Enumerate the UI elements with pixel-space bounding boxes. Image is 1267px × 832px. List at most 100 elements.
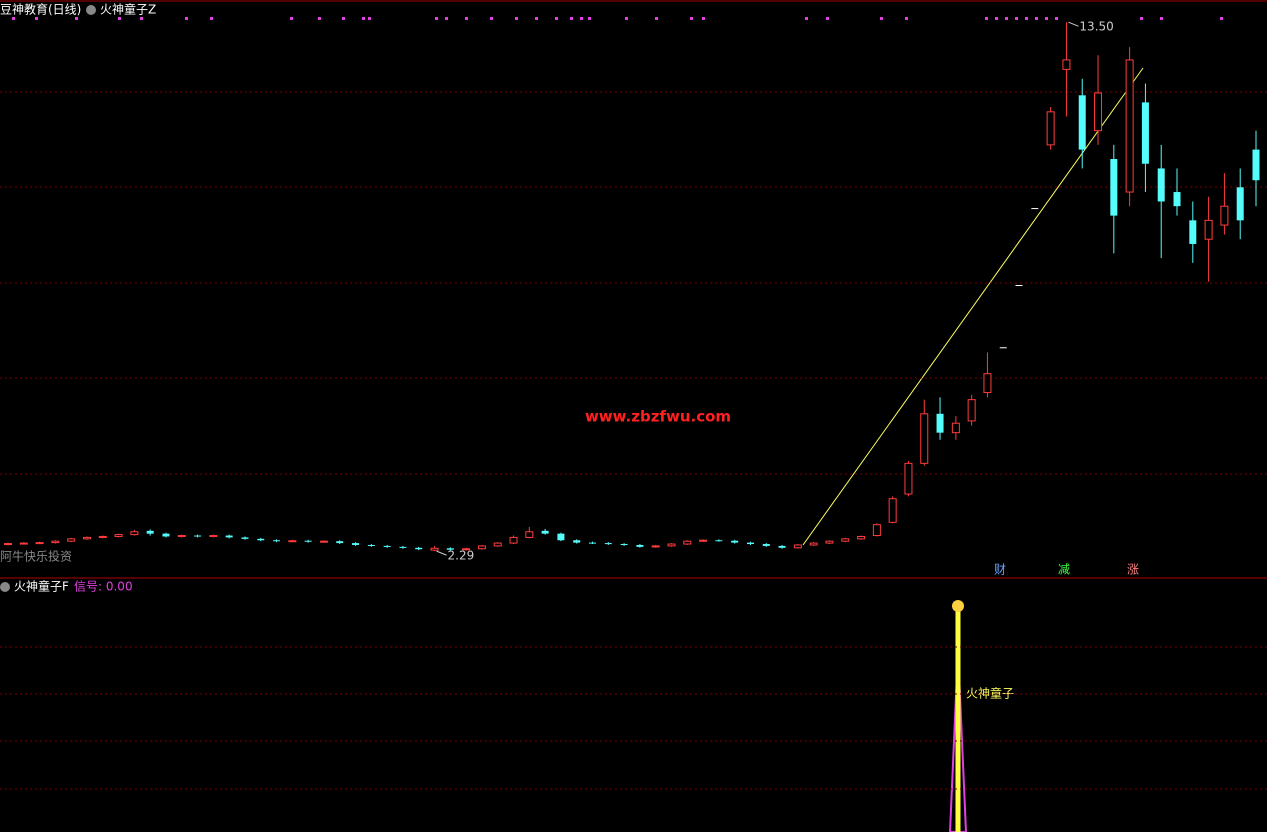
signal-dot <box>588 17 591 20</box>
candle-body <box>762 544 770 546</box>
candle-body <box>1236 187 1244 221</box>
signal-dot <box>995 17 998 20</box>
candle-body <box>462 548 471 551</box>
candle-body <box>19 542 28 545</box>
candle-body <box>1220 205 1229 226</box>
signal-text: 信号: 0.00 <box>74 580 133 594</box>
candle-body <box>872 524 881 537</box>
signal-dot <box>1005 17 1008 20</box>
candle-body <box>1031 208 1039 210</box>
signal-dot <box>435 17 438 20</box>
candle-body <box>1046 111 1055 146</box>
signal-dot <box>535 17 538 20</box>
signal-dot <box>290 17 293 20</box>
signal-dot <box>318 17 321 20</box>
candle-body <box>967 399 976 422</box>
candle-body <box>636 544 644 547</box>
signal-dot <box>1045 17 1048 20</box>
candle-body <box>731 540 739 543</box>
signal-dot <box>805 17 808 20</box>
candle-body <box>225 535 233 538</box>
candle-body <box>209 535 218 538</box>
candle-body <box>82 536 91 540</box>
candle-body <box>257 538 265 541</box>
candle-body <box>573 540 581 543</box>
signal-dot <box>880 17 883 20</box>
candle-body <box>493 542 502 547</box>
candle-body <box>1173 192 1181 207</box>
signal-dot <box>1140 17 1143 20</box>
candle-body <box>825 540 834 544</box>
candle-body <box>162 533 170 537</box>
signal-dot <box>826 17 829 20</box>
candle-body <box>951 422 960 434</box>
signal-dot <box>515 17 518 20</box>
candle-body <box>51 540 60 544</box>
signal-dot <box>445 17 448 20</box>
candle-body <box>1094 92 1103 132</box>
indicator-name: 火神童子Z <box>100 2 156 17</box>
candle-body <box>746 542 754 545</box>
candle-body <box>194 535 202 537</box>
signal-dot <box>655 17 658 20</box>
candle-body <box>430 547 439 551</box>
signal-dot <box>185 17 188 20</box>
candle-body <box>130 531 139 536</box>
signal-dot <box>985 17 988 20</box>
indicator-icon <box>0 582 10 592</box>
min-pointer <box>436 550 447 556</box>
signal-dot <box>1055 17 1058 20</box>
signal-coin <box>952 600 964 612</box>
candle-body <box>1189 220 1197 244</box>
signal-dot <box>12 17 15 20</box>
candle-body <box>273 540 281 542</box>
candle-body <box>904 462 913 495</box>
source-note: 阿牛快乐投资 <box>0 549 72 564</box>
candle-body <box>999 347 1007 349</box>
candle-body <box>67 538 76 542</box>
candle-body <box>241 537 249 539</box>
candle-body <box>620 544 628 546</box>
candle-body <box>352 543 360 545</box>
signal-dot <box>35 17 38 20</box>
candle-body <box>1157 168 1165 202</box>
candle-body <box>477 545 486 550</box>
candle-body <box>589 542 597 544</box>
candle-body <box>446 548 454 550</box>
candle-body <box>114 534 123 537</box>
candle-body <box>983 373 992 394</box>
indicator-name: 火神童子F <box>14 579 69 594</box>
signal-dot <box>690 17 693 20</box>
candle-body <box>1204 219 1213 240</box>
candle-body <box>288 540 297 543</box>
signal-dot <box>1015 17 1018 20</box>
candle-body <box>667 543 676 547</box>
candle-body <box>936 413 944 433</box>
candle-body <box>1015 284 1023 286</box>
signal-dot <box>342 17 345 20</box>
candle-body <box>367 544 375 546</box>
signal-dot <box>555 17 558 20</box>
max-pointer <box>1068 21 1079 27</box>
signal-dot <box>1025 17 1028 20</box>
watermark: www.zbzfwu.com <box>585 408 731 426</box>
signal-dot <box>490 17 493 20</box>
candle-body <box>1062 59 1071 70</box>
candle-body <box>98 535 107 538</box>
candle-body <box>541 530 549 534</box>
candle-body <box>177 535 186 538</box>
candle-body <box>1125 59 1134 193</box>
candle-body <box>557 533 565 541</box>
signal-dot <box>1220 17 1223 20</box>
candle-body <box>793 544 802 549</box>
candle-body <box>1252 149 1260 181</box>
signal-dot <box>570 17 573 20</box>
candle-body <box>35 542 44 545</box>
candle-body <box>920 413 929 464</box>
candle-body <box>319 540 328 543</box>
signal-dot <box>368 17 371 20</box>
candle-body <box>4 543 12 546</box>
trend-line <box>802 67 1144 546</box>
candle-body <box>809 542 818 546</box>
